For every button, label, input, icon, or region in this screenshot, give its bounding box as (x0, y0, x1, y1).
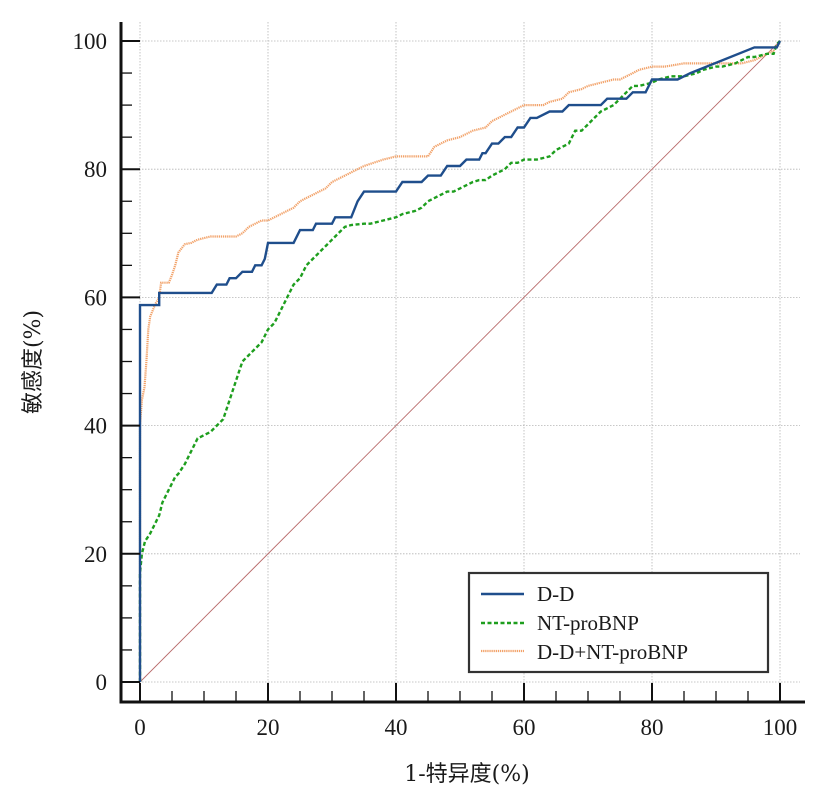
series-line-combined (138, 40, 781, 682)
legend-box (467, 571, 770, 674)
grid (121, 22, 800, 702)
series-line-nt-probnp (138, 40, 781, 682)
y-tick-label: 80 (84, 157, 107, 182)
x-tick-label: 100 (763, 715, 798, 740)
y-tick-label: 20 (84, 542, 107, 567)
x-tick-label: 80 (641, 715, 664, 740)
y-tick-labels: 0 20 40 60 80 100 (73, 29, 108, 695)
y-tick-label: 60 (84, 285, 107, 310)
legend-label-d-d: D-D (537, 582, 574, 606)
x-tick-label: 60 (513, 715, 536, 740)
x-axis-title: 1-特异度(%) (404, 762, 530, 787)
x-tick-label: 0 (134, 715, 146, 740)
x-tick-labels: 0 20 40 60 80 100 (134, 715, 797, 740)
x-tick-label: 40 (385, 715, 408, 740)
legend-label-nt-probnp: NT-proBNP (537, 611, 639, 635)
series-group (138, 40, 782, 682)
series-line-d-d (138, 40, 782, 682)
x-tick-label: 20 (257, 715, 280, 740)
legend-label-combined: D-D+NT-proBNP (537, 640, 688, 664)
axes (119, 22, 805, 704)
y-tick-label: 100 (73, 29, 108, 54)
legend: D-D NT-proBNP D-D+NT-proBNP (467, 571, 770, 674)
y-tick-label: 40 (84, 414, 107, 439)
y-tick-label: 0 (96, 670, 108, 695)
reference-line-group (139, 40, 781, 683)
reference-diagonal-line (139, 40, 781, 683)
y-axis-title: 敏感度(%) (21, 310, 46, 414)
